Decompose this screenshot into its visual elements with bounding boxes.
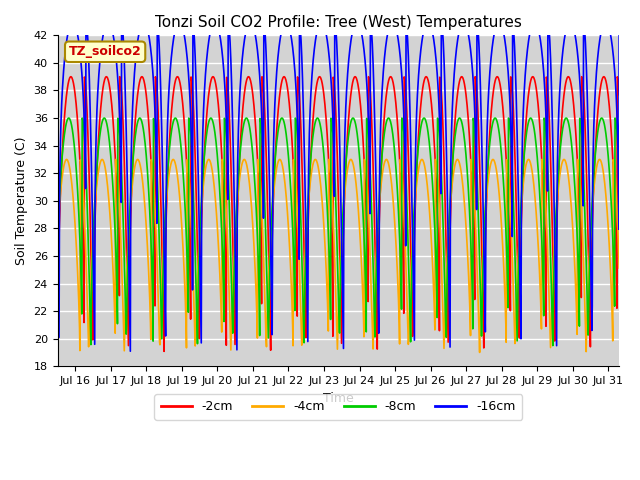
-2cm xyxy=(307,158,314,164)
-16cm xyxy=(388,19,396,24)
X-axis label: Time: Time xyxy=(323,392,353,405)
Title: Tonzi Soil CO2 Profile: Tree (West) Temperatures: Tonzi Soil CO2 Profile: Tree (West) Temp… xyxy=(155,15,522,30)
Legend: -2cm, -4cm, -8cm, -16cm: -2cm, -4cm, -8cm, -16cm xyxy=(154,394,522,420)
-2cm xyxy=(377,170,385,176)
-2cm xyxy=(54,349,61,355)
-16cm xyxy=(378,102,385,108)
-4cm xyxy=(378,179,385,184)
-2cm xyxy=(317,75,324,81)
-8cm xyxy=(378,160,385,166)
-2cm xyxy=(295,82,303,88)
-8cm xyxy=(307,159,314,165)
-4cm xyxy=(622,231,630,237)
-16cm xyxy=(127,348,134,354)
Line: -16cm: -16cm xyxy=(58,22,626,351)
-16cm xyxy=(317,19,325,24)
-4cm xyxy=(307,174,315,180)
-16cm xyxy=(295,256,303,262)
-8cm xyxy=(349,115,357,121)
-8cm xyxy=(549,343,557,348)
-16cm xyxy=(622,247,630,253)
-16cm xyxy=(307,91,315,97)
Line: -8cm: -8cm xyxy=(58,118,626,346)
-4cm xyxy=(121,327,129,333)
-16cm xyxy=(121,70,129,75)
-16cm xyxy=(54,247,61,253)
-4cm xyxy=(295,256,303,262)
Text: TZ_soilco2: TZ_soilco2 xyxy=(68,45,141,58)
-4cm xyxy=(98,157,106,163)
-2cm xyxy=(422,74,430,80)
-16cm xyxy=(98,43,106,49)
-2cm xyxy=(121,173,129,179)
-2cm xyxy=(622,349,630,355)
Line: -4cm: -4cm xyxy=(58,159,626,352)
-8cm xyxy=(317,125,324,131)
-4cm xyxy=(317,187,325,192)
-8cm xyxy=(98,122,106,128)
-2cm xyxy=(98,97,106,103)
-8cm xyxy=(121,271,129,277)
-8cm xyxy=(54,238,61,243)
Y-axis label: Soil Temperature (C): Soil Temperature (C) xyxy=(15,137,28,265)
-4cm xyxy=(476,349,483,355)
-8cm xyxy=(622,238,630,243)
-4cm xyxy=(54,231,61,237)
-4cm xyxy=(276,156,284,162)
Line: -2cm: -2cm xyxy=(58,77,626,352)
-8cm xyxy=(295,157,303,163)
